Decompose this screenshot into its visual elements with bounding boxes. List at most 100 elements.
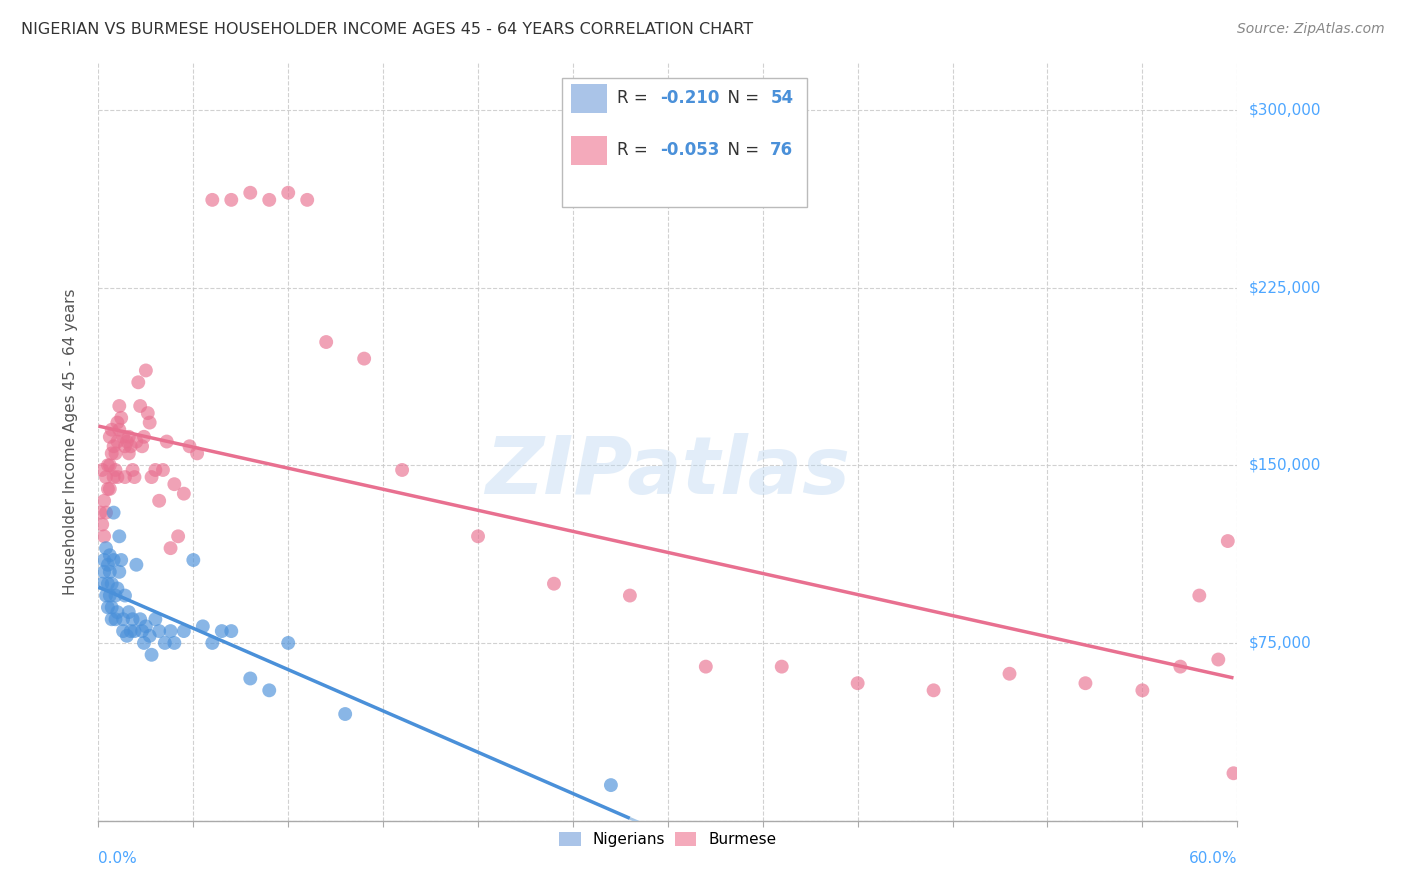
- Point: [335, 706, 357, 721]
- Point: [163, 477, 186, 491]
- Point: [107, 605, 129, 619]
- Point: [94, 506, 117, 520]
- Point: [695, 659, 717, 673]
- Text: R =: R =: [617, 89, 652, 107]
- Point: [127, 376, 149, 390]
- Point: [132, 636, 155, 650]
- Point: [98, 548, 121, 563]
- Point: [98, 589, 121, 603]
- Point: [104, 463, 127, 477]
- Point: [1188, 589, 1211, 603]
- Point: [97, 458, 120, 473]
- Point: [1170, 659, 1192, 673]
- Point: [163, 636, 186, 650]
- Point: [98, 430, 121, 444]
- Point: [315, 334, 337, 349]
- Point: [259, 193, 281, 207]
- Text: 76: 76: [770, 141, 793, 159]
- Point: [91, 463, 114, 477]
- Point: [152, 463, 174, 477]
- Text: $300,000: $300,000: [1249, 103, 1320, 118]
- Point: [103, 470, 125, 484]
- Point: [239, 672, 262, 686]
- Point: [1132, 683, 1154, 698]
- Point: [183, 553, 205, 567]
- FancyBboxPatch shape: [571, 85, 607, 113]
- Point: [108, 399, 131, 413]
- Point: [259, 683, 281, 698]
- Y-axis label: Householder Income Ages 45 - 64 years: Householder Income Ages 45 - 64 years: [63, 288, 77, 595]
- Text: 60.0%: 60.0%: [1189, 851, 1237, 866]
- Point: [141, 470, 163, 484]
- Point: [115, 629, 138, 643]
- Point: [201, 636, 224, 650]
- Point: [107, 470, 129, 484]
- Point: [100, 423, 122, 437]
- Point: [543, 576, 565, 591]
- Point: [145, 612, 167, 626]
- Point: [108, 565, 131, 579]
- Point: [211, 624, 233, 639]
- Point: [108, 423, 131, 437]
- Point: [179, 439, 201, 453]
- Point: [277, 186, 299, 200]
- Point: [156, 434, 179, 449]
- Point: [107, 434, 129, 449]
- Point: [1222, 766, 1244, 780]
- Point: [297, 193, 319, 207]
- Text: $150,000: $150,000: [1249, 458, 1320, 473]
- Point: [132, 430, 155, 444]
- Point: [97, 558, 120, 572]
- Point: [100, 612, 122, 626]
- Point: [110, 410, 132, 425]
- Point: [277, 636, 299, 650]
- Point: [846, 676, 869, 690]
- Point: [107, 416, 129, 430]
- Point: [104, 612, 127, 626]
- Point: [118, 430, 141, 444]
- Point: [221, 624, 243, 639]
- Point: [173, 624, 195, 639]
- Point: [112, 430, 135, 444]
- FancyBboxPatch shape: [562, 78, 807, 207]
- Point: [124, 470, 146, 484]
- Point: [131, 624, 153, 639]
- Point: [97, 482, 120, 496]
- Point: [141, 648, 163, 662]
- Point: [770, 659, 793, 673]
- Point: [173, 486, 195, 500]
- Point: [998, 666, 1021, 681]
- Point: [97, 600, 120, 615]
- Point: [186, 446, 208, 460]
- Point: [145, 463, 167, 477]
- Point: [103, 553, 125, 567]
- Point: [100, 576, 122, 591]
- Point: [153, 636, 176, 650]
- Point: [1074, 676, 1097, 690]
- Point: [91, 517, 114, 532]
- Text: NIGERIAN VS BURMESE HOUSEHOLDER INCOME AGES 45 - 64 YEARS CORRELATION CHART: NIGERIAN VS BURMESE HOUSEHOLDER INCOME A…: [21, 22, 754, 37]
- Text: $225,000: $225,000: [1249, 280, 1320, 295]
- Point: [120, 439, 142, 453]
- Point: [159, 624, 181, 639]
- Point: [94, 470, 117, 484]
- Point: [89, 506, 111, 520]
- Point: [100, 600, 122, 615]
- Point: [103, 506, 125, 520]
- Point: [98, 565, 121, 579]
- Point: [114, 439, 136, 453]
- Text: Source: ZipAtlas.com: Source: ZipAtlas.com: [1237, 22, 1385, 37]
- Point: [1208, 652, 1230, 666]
- Point: [125, 434, 148, 449]
- Text: N =: N =: [717, 89, 765, 107]
- Point: [159, 541, 181, 556]
- Point: [93, 529, 115, 543]
- Point: [121, 463, 143, 477]
- Point: [91, 576, 114, 591]
- Point: [93, 553, 115, 567]
- Legend: Nigerians, Burmese: Nigerians, Burmese: [551, 824, 785, 855]
- Text: -0.210: -0.210: [659, 89, 720, 107]
- Point: [108, 529, 131, 543]
- FancyBboxPatch shape: [571, 136, 607, 165]
- Text: 0.0%: 0.0%: [98, 851, 138, 866]
